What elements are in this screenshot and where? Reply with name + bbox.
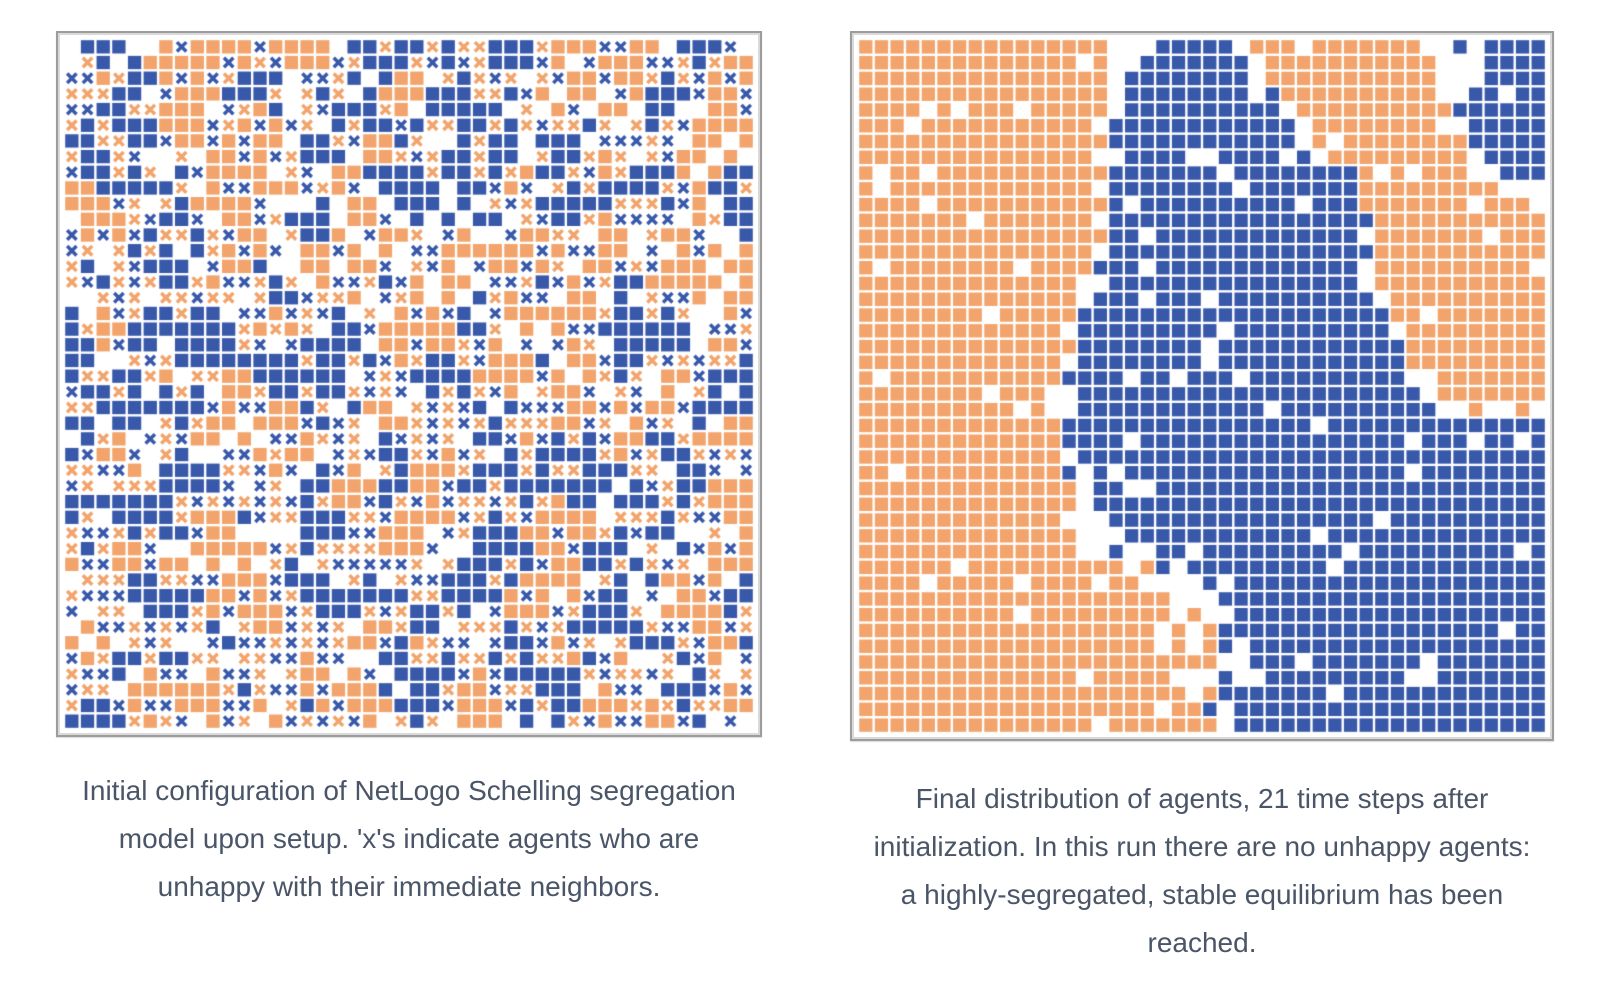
figure-final-distribution: Final distribution of agents, 21 time st…	[850, 31, 1554, 967]
agent-grid-final	[858, 39, 1546, 733]
figure-initial-configuration: Initial configuration of NetLogo Schelli…	[56, 31, 762, 911]
netlogo-world-view-initial	[56, 31, 762, 737]
caption-final: Final distribution of agents, 21 time st…	[873, 783, 1531, 958]
caption-initial: Initial configuration of NetLogo Schelli…	[82, 775, 736, 902]
netlogo-world-view-final	[850, 31, 1554, 741]
agent-grid-initial	[64, 39, 754, 729]
